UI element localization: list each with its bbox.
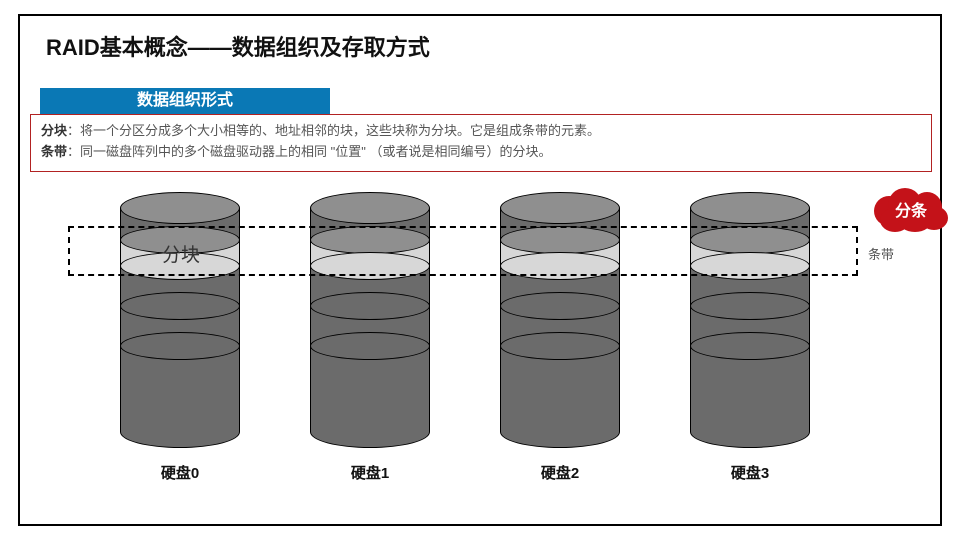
segment-face-2 [500,292,620,320]
def-chunk-text: ：将一个分区分成多个大小相等的、地址相邻的块，这些块称为分块。它是组成条带的元素… [67,123,600,138]
segment-face-0 [500,226,620,254]
subtitle-bar: 数据组织形式 [40,88,330,114]
disk-label-3: 硬盘3 [690,462,810,483]
segment-face-3 [500,332,620,360]
segment-face-3 [120,332,240,360]
cloud-callout: 分条 [874,188,948,230]
segment-face-0 [310,226,430,254]
segment-face-3 [690,332,810,360]
segment-face-2 [690,292,810,320]
disk-label-0: 硬盘0 [120,462,240,483]
stripe-side-label: 条带 [868,244,894,263]
cylinder-top [500,192,620,224]
segment-face-0 [690,226,810,254]
cylinder-top [690,192,810,224]
definition-stripe: 条带：同一磁盘阵列中的多个磁盘驱动器上的相同 "位置" （或者说是相同编号）的分… [41,142,921,163]
def-stripe-label: 条带 [41,144,67,159]
cylinder-top [120,192,240,224]
definition-chunk: 分块：将一个分区分成多个大小相等的、地址相邻的块，这些块称为分块。它是组成条带的… [41,121,921,142]
raid-diagram: 分块 条带 分条 硬盘0 硬盘1 硬盘2 硬盘3 [30,180,932,500]
definition-box: 分块：将一个分区分成多个大小相等的、地址相邻的块，这些块称为分块。它是组成条带的… [30,114,932,172]
segment-face-2 [120,292,240,320]
cylinder-top [310,192,430,224]
disk-label-1: 硬盘1 [310,462,430,483]
slide-title: RAID基本概念——数据组织及存取方式 [46,30,430,62]
segment-face-1 [690,252,810,280]
disk-label-2: 硬盘2 [500,462,620,483]
def-chunk-label: 分块 [41,123,67,138]
def-stripe-text: ：同一磁盘阵列中的多个磁盘驱动器上的相同 "位置" （或者说是相同编号）的分块。 [67,144,551,159]
segment-face-2 [310,292,430,320]
cloud-text: 分条 [874,188,948,230]
segment-face-1 [310,252,430,280]
chunk-callout: 分块 [162,240,200,267]
segment-face-1 [500,252,620,280]
segment-face-3 [310,332,430,360]
